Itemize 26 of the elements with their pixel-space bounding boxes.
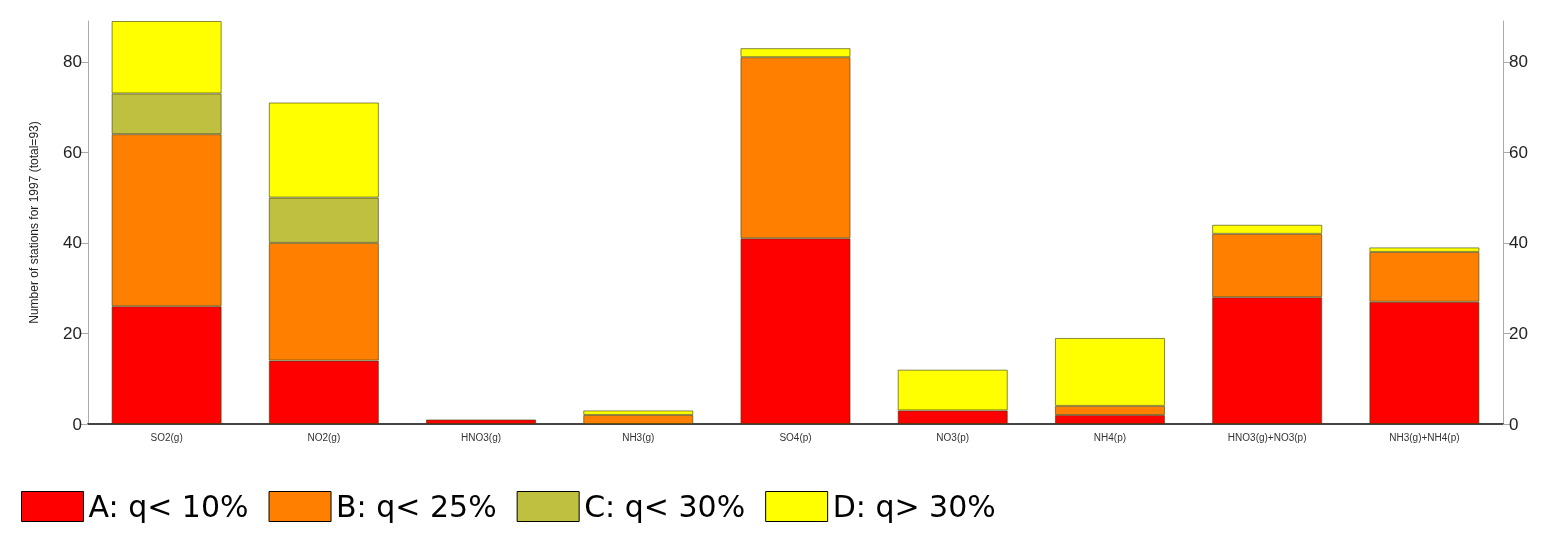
- y-tick-label: 60: [63, 142, 82, 162]
- y-tick-label: 40: [63, 233, 82, 253]
- y2-tick-label: 80: [1509, 52, 1528, 72]
- bar: [426, 419, 537, 424]
- x-tick-label: SO2(g): [150, 431, 183, 443]
- x-tick-label: NH4(p): [1093, 431, 1127, 443]
- x-tick-label: HNO3(g): [461, 431, 502, 443]
- y2-tick-label: 60: [1509, 142, 1528, 162]
- bar: [583, 414, 694, 424]
- y-tick-label: 0: [72, 414, 82, 434]
- y-axis-title: Number of stations for 1997 (total=93): [27, 121, 41, 324]
- x-tick-label: NH3(g): [622, 431, 655, 443]
- legend-label: D: q> 30%: [832, 489, 996, 524]
- y2-tick-label: 20: [1509, 323, 1528, 343]
- legend-label: B: q< 25%: [336, 489, 497, 524]
- y2-tick-label: 0: [1509, 414, 1519, 434]
- y-tick-label: 80: [63, 52, 82, 72]
- y2-tick-label: 40: [1509, 233, 1528, 253]
- y-tick-label: 20: [63, 323, 82, 343]
- legend-label: A: q< 10%: [88, 489, 249, 524]
- x-tick-label: NO2(g): [307, 431, 341, 443]
- x-tick-label: SO4(p): [779, 431, 812, 443]
- x-tick-label: NH3(g)+NH4(p): [1389, 431, 1460, 443]
- legend-label: C: q< 30%: [584, 489, 746, 524]
- x-tick-label: HNO3(g)+NO3(p): [1227, 431, 1307, 443]
- x-tick-label: NO3(p): [936, 431, 970, 443]
